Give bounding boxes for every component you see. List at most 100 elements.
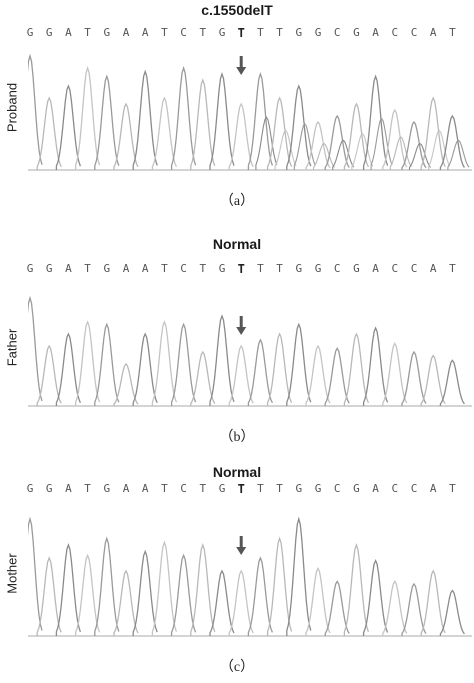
panel-caption: （c） [219,660,255,675]
trace-peak [286,322,312,406]
base-letter: C [333,262,341,275]
trace-peak [190,543,216,636]
base-letter: G [295,482,303,495]
base-letter: T [237,482,245,496]
trace-peak [36,344,62,406]
overlap-peak [312,142,335,170]
trace-peak [151,96,177,170]
base-letter: T [276,26,283,39]
trace-peak [190,78,216,170]
trace-peak [439,114,465,170]
trace-peak [305,120,331,170]
base-letter: C [333,26,341,39]
base-letter: C [180,482,187,495]
trace-peak [286,516,312,636]
base-letter: T [276,482,283,495]
base-letter: G [45,262,53,275]
trace-peak [266,96,293,170]
base-letter: A [372,262,379,275]
chromatogram-trace [28,53,472,171]
overlap-peak [447,139,470,170]
trace-peak [420,354,446,406]
trace-peak [36,96,62,170]
trace-peak [382,108,408,170]
base-letter: A [122,262,130,275]
base-letter: T [257,26,264,39]
trace-peak [113,362,139,406]
base-letter: G [353,26,360,39]
chromatogram-trace [28,516,472,637]
base-letter: T [161,26,168,39]
base-letter: T [237,26,245,40]
trace-peak [94,536,120,636]
overlap-peak [274,129,297,170]
base-letter: T [199,262,207,275]
trace-peak [247,338,273,406]
trace-peak [401,350,427,406]
trace-peak [55,84,82,170]
sample-label: Mother [4,553,20,594]
base-letter: G [314,482,322,495]
base-letter: G [45,26,53,39]
base-letter: T [449,482,456,495]
base-letter: T [449,26,456,39]
base-letter: G [218,262,226,275]
base-letter: C [410,262,418,275]
trace-peak [266,536,293,636]
trace-peak [36,556,62,636]
base-letter: A [372,482,379,495]
base-letter: G [45,482,53,495]
trace-peak [113,569,139,636]
trace-peak [74,65,101,170]
trace-peak [209,569,235,636]
trace-peak [94,74,120,170]
base-letter: C [391,262,399,275]
trace-peak [94,322,120,406]
base-letter: C [333,482,341,495]
overlap-peak [408,142,431,170]
trace-peak [132,69,158,170]
overlap-peak [370,117,393,170]
overlap-peak [351,132,374,170]
base-letter: A [122,26,130,39]
base-letter: C [391,26,399,39]
panel-title: Normal [212,236,262,252]
trace-peak [55,332,81,406]
base-letter: C [410,26,418,39]
trace-peak [28,295,43,402]
base-letter: G [295,26,303,39]
trace-peak [170,322,197,406]
panel-caption: （a） [219,194,255,209]
trace-peak [132,332,158,406]
trace-peak [247,556,274,636]
base-letter: C [180,262,187,275]
base-letter: G [103,262,111,275]
base-letter: G [218,26,226,39]
trace-peak [362,326,389,406]
trace-peak [28,53,43,165]
trace-peak [305,344,331,406]
base-letter: G [218,482,226,495]
base-letter: G [314,262,322,275]
trace-peak [74,320,101,406]
trace-peak [382,580,408,636]
base-letter: G [103,482,111,495]
chromatogram-trace [28,295,472,407]
trace-peak [305,566,331,636]
trace-peak [439,359,465,406]
base-letter: G [295,262,303,275]
base-letter: T [276,262,283,275]
base-letter: T [199,482,207,495]
base-letter: C [410,482,418,495]
base-letter: T [161,482,168,495]
trace-peak [247,71,274,170]
base-letter: A [141,262,149,275]
base-letter: G [26,482,34,495]
trace-peak [228,102,254,170]
base-letter: G [314,26,322,39]
base-letter: T [257,262,264,275]
mutation-arrow-icon [236,67,247,75]
trace-peak [151,320,178,406]
